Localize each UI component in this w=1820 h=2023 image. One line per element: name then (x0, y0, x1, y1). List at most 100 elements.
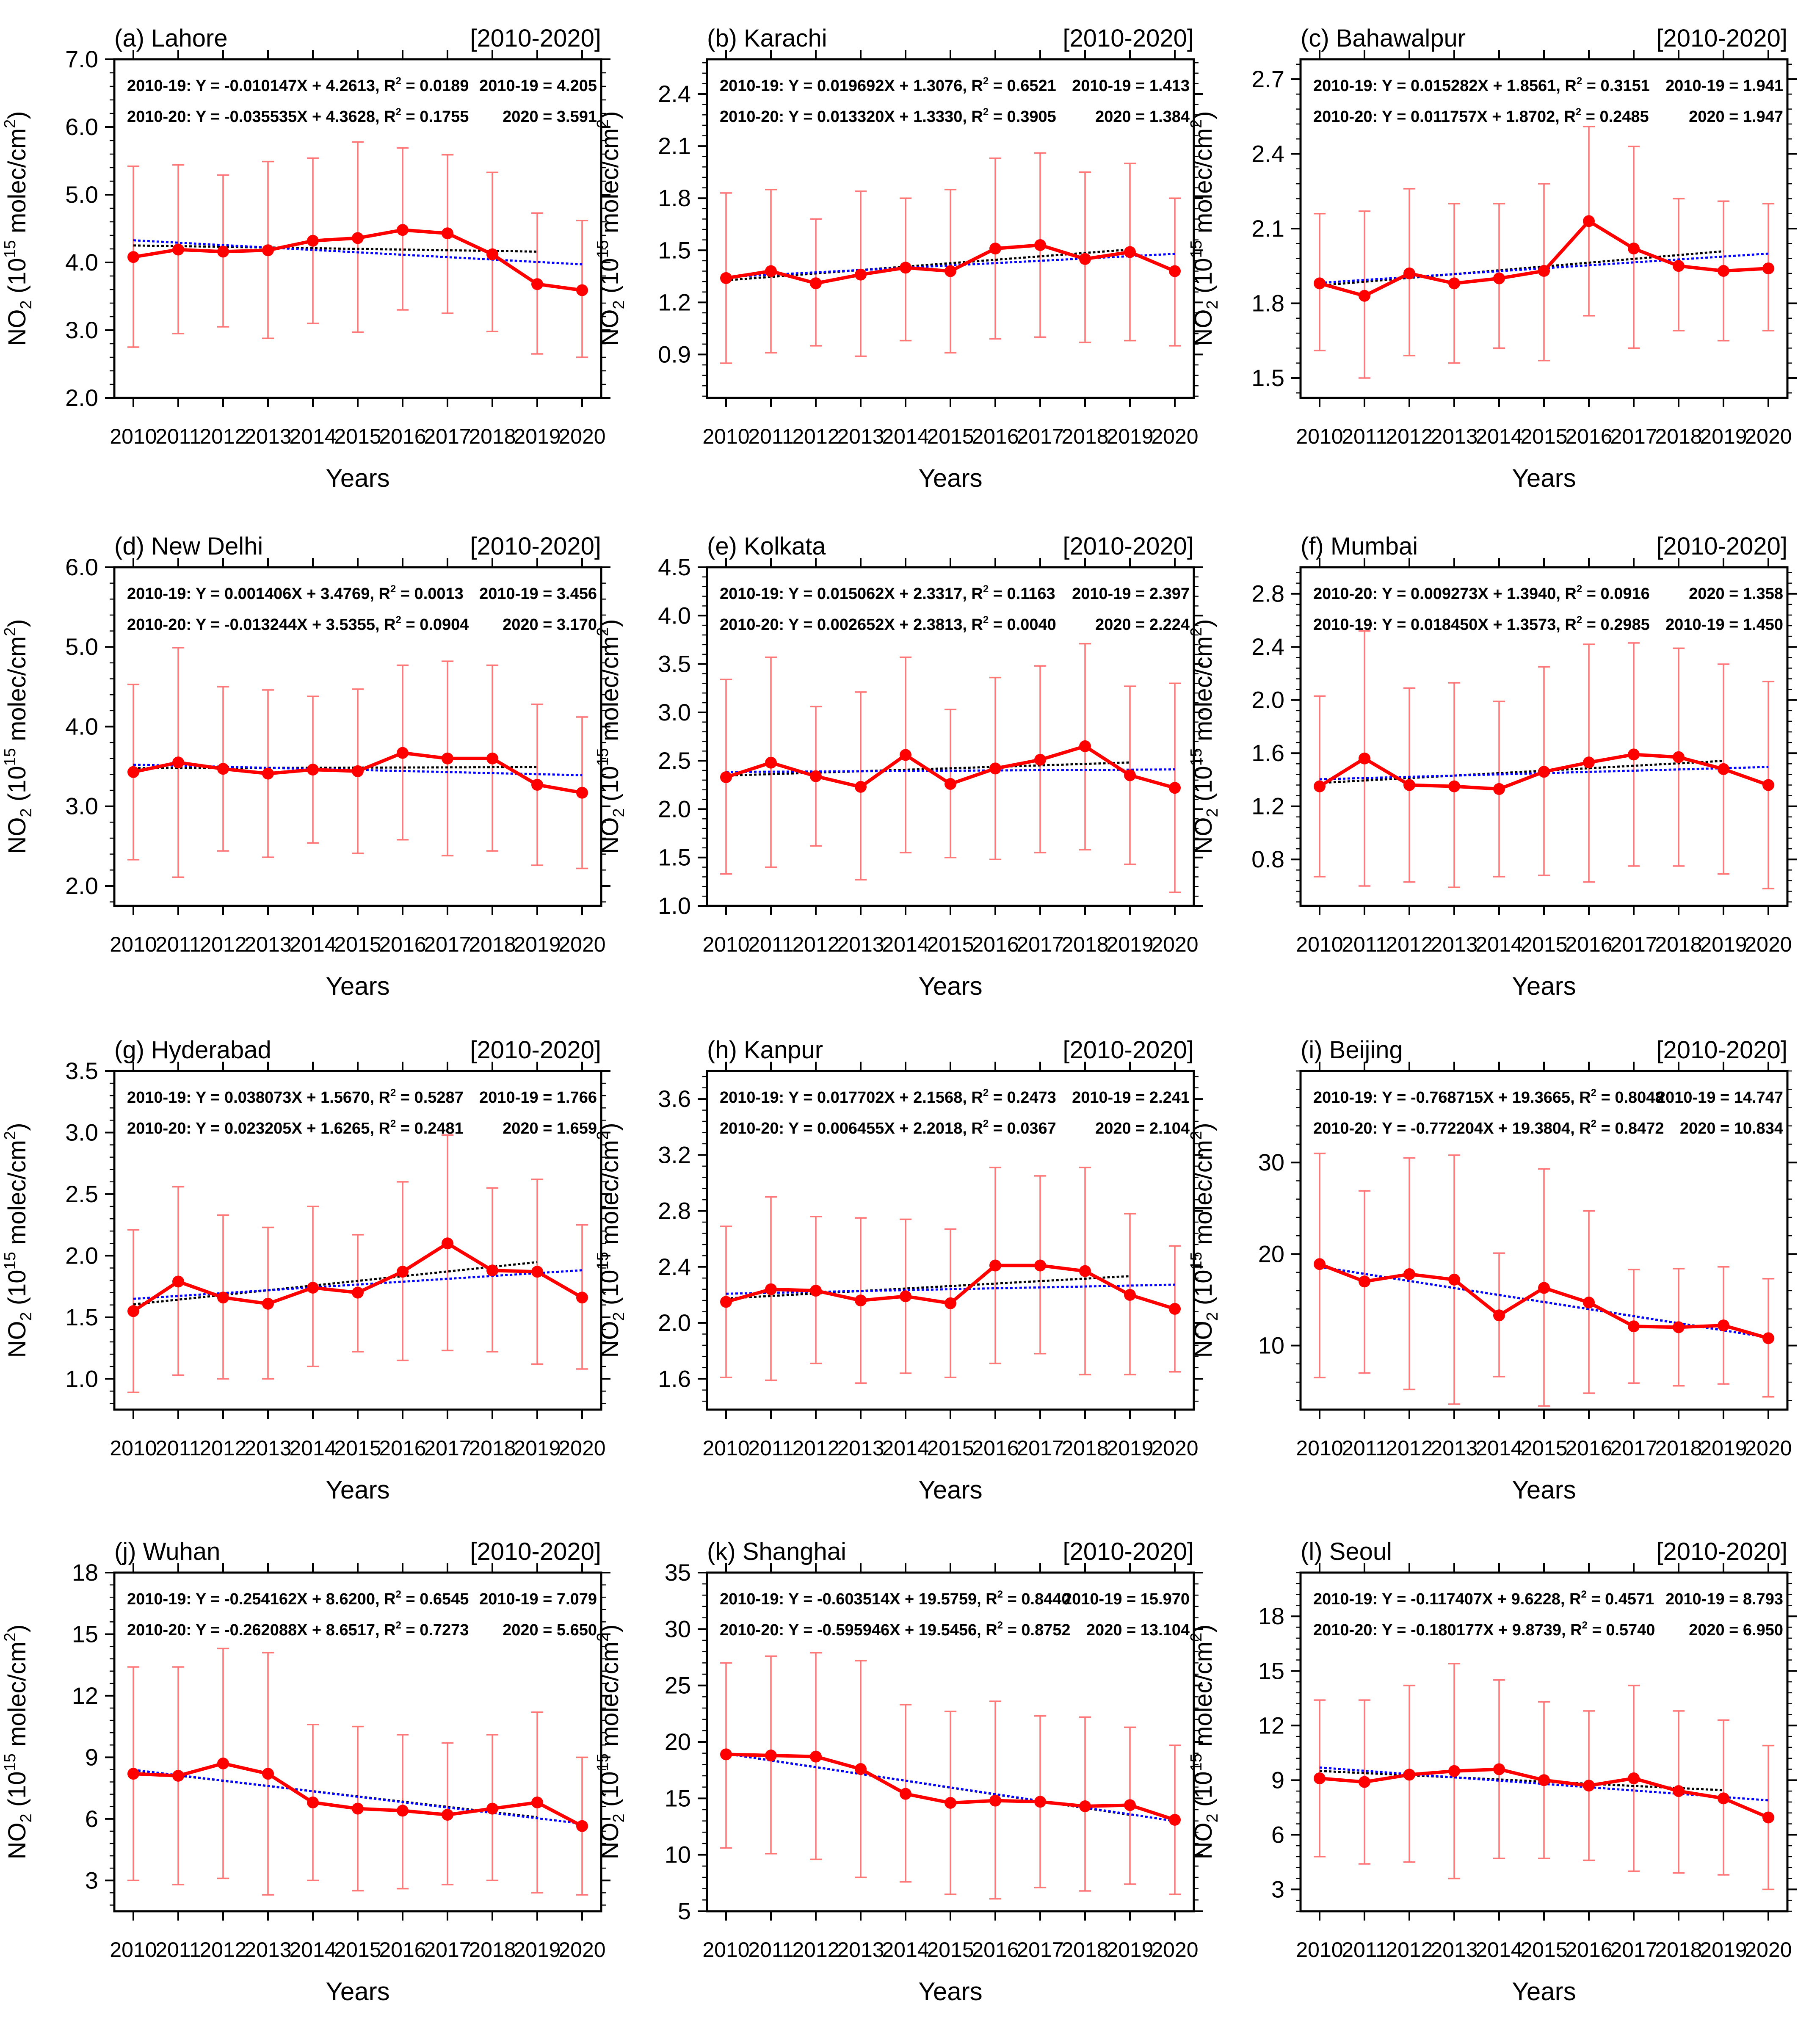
data-point (1403, 1769, 1415, 1781)
y-tick-label: 0.8 (1251, 846, 1284, 872)
trend-line-2010-20 (726, 1753, 1175, 1822)
chart-title: (j) Wuhan (114, 1538, 220, 1565)
x-axis-label: Years (1512, 1476, 1576, 1504)
y-tick-label: 1.2 (1251, 793, 1284, 820)
x-tick-label: 2017 (1016, 1938, 1063, 1962)
x-tick-label: 2010 (110, 1938, 157, 1962)
data-point (172, 756, 184, 769)
trend-line-2010-19 (133, 1261, 538, 1305)
mean-value: 2010-19 = 15.970 (1063, 1590, 1190, 1608)
x-tick-label: 2012 (199, 425, 246, 448)
data-point (765, 1283, 777, 1295)
data-point (1583, 1297, 1595, 1309)
regression-equation: 2010-19: Y = 0.015282X + 1.8561, R2 = 0.… (1313, 75, 1650, 95)
mean-value: 2020 = 1.384 (1095, 108, 1190, 126)
x-tick-label: 2012 (792, 1436, 839, 1460)
x-tick-label: 2017 (1016, 933, 1063, 956)
y-axis-label: NO2 (1015 molec/cm2) (1, 619, 35, 854)
plot-content (720, 643, 1181, 893)
data-point (1493, 1763, 1505, 1775)
data-point (486, 752, 498, 764)
data-point (1124, 769, 1136, 781)
data-point (1673, 1785, 1685, 1797)
plot-content (1314, 630, 1774, 889)
y-tick-label: 15 (72, 1620, 98, 1647)
data-point (1762, 262, 1774, 275)
regression-equation: 2010-20: Y = -0.180177X + 9.8739, R2 = 0… (1313, 1620, 1655, 1639)
chart-period: [2010-2020] (1063, 25, 1194, 52)
x-tick-label: 2015 (334, 1938, 381, 1962)
x-axis-label: Years (918, 1977, 982, 2006)
chart-panel: (g) Hyderabad [2010-2020] 1.0 1.5 2.0 2.5 3.0 3… (0, 1012, 610, 1515)
y-tick-label: 1.5 (658, 237, 691, 263)
data-point (1359, 752, 1370, 764)
regression-equation: 2010-19: Y = 0.015062X + 2.3317, R2 = 0.… (720, 583, 1055, 603)
y-tick-label: 2.4 (1251, 633, 1284, 660)
x-tick-label: 2018 (1655, 933, 1702, 956)
x-tick-label: 2014 (882, 1938, 929, 1962)
regression-equation: 2010-20: Y = -0.262088X + 8.6517, R2 = 0… (127, 1620, 469, 1639)
data-point (442, 227, 453, 240)
x-tick-label: 2018 (1061, 425, 1108, 448)
chart-svg: (h) Kanpur [2010-2020] 1.6 2.0 2.4 2.8 3.2 3.6 2… (594, 1036, 1203, 1504)
data-point (855, 1294, 867, 1307)
y-axis-label: NO2 (1015 molec/cm2) (1188, 111, 1221, 346)
x-tick-label: 2011 (748, 1436, 794, 1460)
x-axis-label: Years (1512, 464, 1576, 492)
plot-content (720, 152, 1181, 364)
chart-panel: (l) Seoul [2010-2020] 3 6 9 12 15 18 2010 2011 201… (1186, 1513, 1797, 2017)
y-tick-label: 9 (85, 1744, 98, 1770)
mean-value: 2010-19 = 2.397 (1072, 585, 1190, 603)
x-tick-label: 2020 (1745, 425, 1792, 448)
data-point (262, 244, 274, 257)
data-point (1583, 215, 1595, 227)
y-tick-label: 2.1 (1251, 215, 1284, 242)
data-point (576, 787, 588, 799)
data-point (127, 251, 139, 263)
regression-equation: 2010-19: Y = 0.038073X + 1.5670, R2 = 0.… (127, 1087, 464, 1107)
chart-panel: (d) New Delhi [2010-2020] 2.0 3.0 4.0 5.0 6.0 2… (0, 508, 610, 1012)
x-tick-label: 2015 (334, 933, 381, 956)
x-tick-label: 2015 (927, 933, 974, 956)
x-axis-label: Years (1512, 1977, 1576, 2006)
y-tick-label: 1.0 (658, 892, 691, 919)
x-tick-label: 2016 (972, 425, 1019, 448)
data-point (720, 771, 732, 783)
x-axis-label: Years (918, 464, 982, 492)
y-tick-label: 4.0 (65, 713, 98, 740)
chart-period: [2010-2020] (470, 533, 601, 560)
data-point (486, 1264, 498, 1277)
x-tick-label: 2011 (1342, 1938, 1387, 1962)
y-tick-label: 3.0 (658, 699, 691, 726)
x-tick-label: 2016 (972, 933, 1019, 956)
data-point (217, 763, 229, 775)
x-tick-label: 2017 (424, 933, 471, 956)
data-point (720, 1748, 732, 1761)
x-tick-label: 2016 (972, 1938, 1019, 1962)
x-tick-label: 2012 (199, 933, 246, 956)
data-point (307, 764, 319, 776)
chart-title: (i) Beijing (1301, 1036, 1403, 1064)
mean-value: 2020 = 2.224 (1095, 616, 1190, 634)
y-tick-label: 2.0 (65, 384, 98, 411)
data-point (1169, 1814, 1181, 1826)
chart-panel: (a) Lahore [2010-2020] 2.0 3.0 4.0 5.0 6.0 7.0 2… (0, 0, 610, 504)
regression-equation: 2010-19: Y = -0.603514X + 19.5759, R2 = … (720, 1589, 1071, 1608)
trend-line-2010-19 (1319, 759, 1724, 784)
x-tick-label: 2015 (1520, 1938, 1567, 1962)
x-tick-label: 2013 (244, 425, 291, 448)
data-point (1124, 1289, 1136, 1301)
y-tick-label: 20 (1258, 1240, 1284, 1267)
data-point (720, 272, 732, 284)
trend-line-2010-19 (133, 244, 538, 253)
x-tick-label: 2016 (379, 425, 426, 448)
data-point (945, 1797, 956, 1809)
x-tick-label: 2019 (1700, 425, 1747, 448)
regression-equation: 2010-19: Y = 0.017702X + 2.1568, R2 = 0.… (720, 1087, 1056, 1107)
y-tick-label: 10 (665, 1841, 691, 1868)
data-point (1169, 782, 1181, 794)
y-tick-label: 2.1 (658, 132, 691, 159)
regression-equation: 2010-20: Y = 0.023205X + 1.6265, R2 = 0.… (127, 1118, 464, 1137)
trend-line-2010-19 (1319, 250, 1724, 287)
x-tick-label: 2017 (1016, 425, 1063, 448)
